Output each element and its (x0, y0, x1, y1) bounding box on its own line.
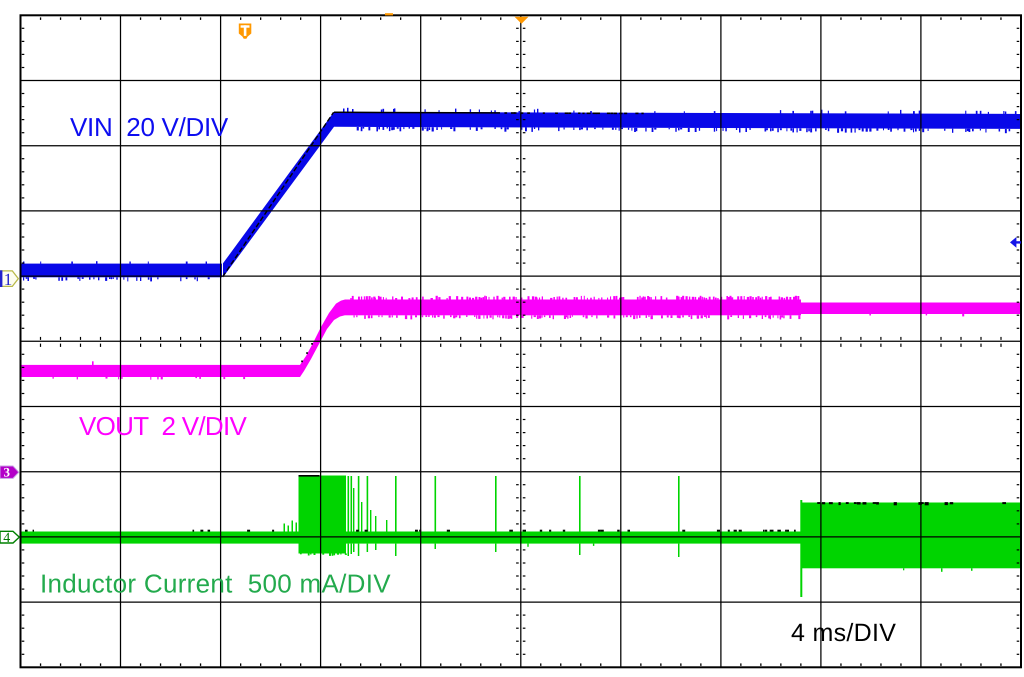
svg-text:4: 4 (3, 531, 10, 546)
svg-text:Inductor Current 500 mA/DIV: Inductor Current 500 mA/DIV (40, 569, 391, 599)
svg-text:3: 3 (4, 465, 11, 480)
svg-text:1: 1 (4, 270, 13, 289)
svg-text:VIN 20 V/DIV: VIN 20 V/DIV (70, 112, 229, 142)
svg-text:VOUT 2 V/DIV: VOUT 2 V/DIV (79, 411, 248, 441)
svg-text:4 ms/DIV: 4 ms/DIV (791, 619, 896, 647)
